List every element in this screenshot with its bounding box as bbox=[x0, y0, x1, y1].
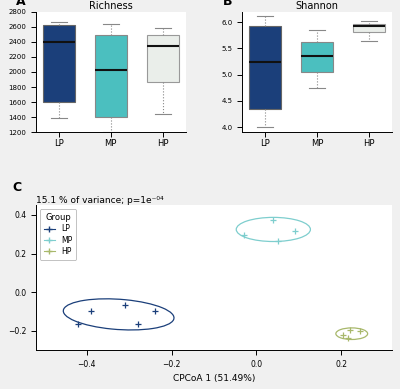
Title: Shannon: Shannon bbox=[296, 1, 339, 11]
PathPatch shape bbox=[43, 25, 75, 102]
Title: Richness: Richness bbox=[89, 1, 133, 11]
Y-axis label: CPCoA 2 (48.51%): CPCoA 2 (48.51%) bbox=[0, 237, 2, 319]
Text: A: A bbox=[16, 0, 26, 8]
PathPatch shape bbox=[147, 35, 179, 82]
Text: C: C bbox=[12, 180, 21, 194]
PathPatch shape bbox=[95, 35, 127, 117]
Text: B: B bbox=[222, 0, 232, 8]
Text: 15.1 % of variance; p=1e⁻⁰⁴: 15.1 % of variance; p=1e⁻⁰⁴ bbox=[36, 196, 164, 205]
Legend: LP, MP, HP: LP, MP, HP bbox=[40, 209, 76, 259]
PathPatch shape bbox=[249, 26, 281, 109]
X-axis label: CPCoA 1 (51.49%): CPCoA 1 (51.49%) bbox=[173, 374, 255, 384]
PathPatch shape bbox=[353, 24, 385, 32]
PathPatch shape bbox=[301, 42, 333, 72]
